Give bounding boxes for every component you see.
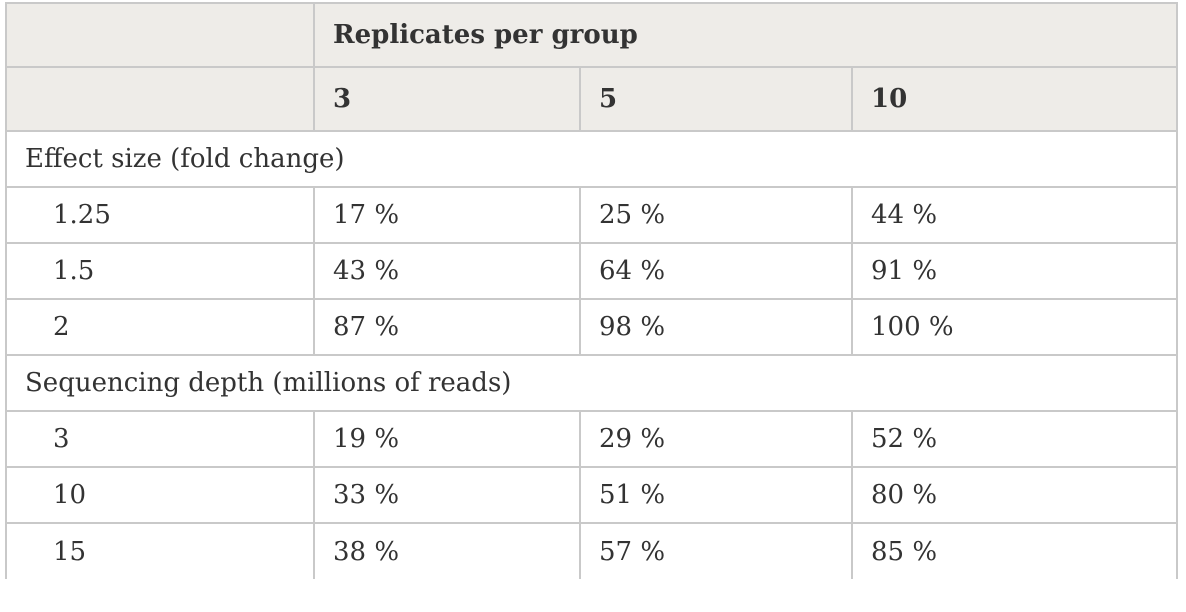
section-row: Effect size (fold change) — [4, 130, 1179, 188]
power-table: Replicates per group 3 5 10 Effect size … — [4, 2, 1179, 579]
row-label: 2 — [5, 298, 315, 356]
column-header-10: 10 — [850, 66, 1179, 132]
header-corner-cell — [5, 66, 315, 132]
table-cell: 44 % — [850, 186, 1179, 244]
section-title-sequencing-depth: Sequencing depth (millions of reads) — [4, 354, 1179, 412]
table-row: 10 33 % 51 % 80 % — [5, 466, 1179, 524]
table-body: Effect size (fold change) 1.25 17 % 25 %… — [4, 130, 1179, 579]
table-cell: 80 % — [850, 466, 1179, 524]
table-cell: 52 % — [850, 410, 1179, 468]
table-cell: 91 % — [850, 242, 1179, 300]
table-cell: 43 % — [313, 242, 581, 300]
table-header: Replicates per group 3 5 10 — [5, 2, 1179, 132]
table-row: 15 38 % 57 % 85 % — [5, 522, 1179, 579]
header-corner-cell — [5, 2, 315, 68]
table-cell: 33 % — [313, 466, 581, 524]
table-cell: 57 % — [579, 522, 853, 579]
table-row: 1.5 43 % 64 % 91 % — [5, 242, 1179, 300]
row-label: 3 — [5, 410, 315, 468]
row-label: 15 — [5, 522, 315, 579]
table-cell: 85 % — [850, 522, 1179, 579]
table-cell: 29 % — [579, 410, 853, 468]
column-header-3: 3 — [313, 66, 581, 132]
table-cell: 100 % — [850, 298, 1179, 356]
header-row-columns: 3 5 10 — [5, 66, 1179, 132]
table-row: 2 87 % 98 % 100 % — [5, 298, 1179, 356]
table-cell: 17 % — [313, 186, 581, 244]
section-row: Sequencing depth (millions of reads) — [4, 354, 1179, 412]
row-label: 1.25 — [5, 186, 315, 244]
header-row-group: Replicates per group — [5, 2, 1179, 68]
column-header-5: 5 — [579, 66, 853, 132]
table-row: 3 19 % 29 % 52 % — [5, 410, 1179, 468]
row-label: 10 — [5, 466, 315, 524]
table-cell: 64 % — [579, 242, 853, 300]
table-row: 1.25 17 % 25 % 44 % — [5, 186, 1179, 244]
table-cell: 25 % — [579, 186, 853, 244]
table-cell: 38 % — [313, 522, 581, 579]
section-title-effect-size: Effect size (fold change) — [4, 130, 1179, 188]
replicates-header: Replicates per group — [312, 2, 1179, 68]
table-cell: 98 % — [579, 298, 853, 356]
table-cell: 87 % — [313, 298, 581, 356]
table-cell: 51 % — [579, 466, 853, 524]
row-label: 1.5 — [5, 242, 315, 300]
table-cell: 19 % — [313, 410, 581, 468]
